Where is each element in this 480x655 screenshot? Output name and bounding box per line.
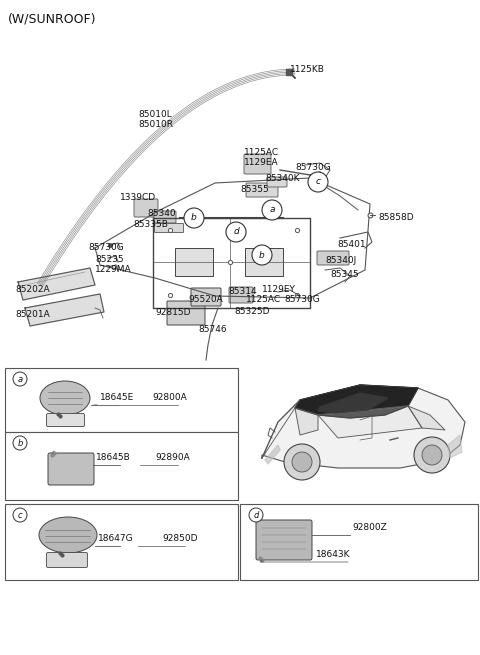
- Text: 85340K: 85340K: [265, 174, 300, 183]
- FancyBboxPatch shape: [47, 413, 84, 426]
- Circle shape: [13, 372, 27, 386]
- Polygon shape: [448, 435, 462, 458]
- Polygon shape: [25, 294, 104, 326]
- Text: 85314: 85314: [228, 287, 257, 296]
- Text: 85345: 85345: [330, 270, 359, 279]
- Text: 1129EA: 1129EA: [244, 158, 278, 167]
- Text: 92800Z: 92800Z: [352, 523, 387, 532]
- Text: 18645E: 18645E: [100, 393, 134, 402]
- FancyBboxPatch shape: [246, 183, 278, 197]
- FancyBboxPatch shape: [134, 199, 158, 217]
- Text: 85730G: 85730G: [295, 163, 331, 172]
- Text: 18645B: 18645B: [96, 453, 131, 462]
- Text: 85730G: 85730G: [284, 295, 320, 304]
- FancyBboxPatch shape: [155, 223, 183, 233]
- Text: 92890A: 92890A: [155, 453, 190, 462]
- FancyBboxPatch shape: [47, 553, 87, 567]
- FancyBboxPatch shape: [244, 154, 271, 174]
- Circle shape: [252, 245, 272, 265]
- Circle shape: [422, 445, 442, 465]
- Text: 85235: 85235: [95, 255, 124, 264]
- Text: a: a: [269, 206, 275, 214]
- Text: 85746: 85746: [198, 325, 227, 334]
- Text: 85858D: 85858D: [378, 213, 414, 222]
- FancyBboxPatch shape: [167, 301, 205, 325]
- Text: 92850D: 92850D: [162, 534, 197, 543]
- Text: 18647G: 18647G: [98, 534, 133, 543]
- Circle shape: [184, 208, 204, 228]
- Polygon shape: [18, 268, 95, 300]
- FancyBboxPatch shape: [154, 211, 176, 223]
- Text: 85201A: 85201A: [15, 310, 50, 319]
- Text: d: d: [253, 510, 259, 519]
- Polygon shape: [295, 385, 418, 418]
- Text: a: a: [17, 375, 23, 383]
- Polygon shape: [408, 406, 445, 430]
- Circle shape: [292, 452, 312, 472]
- Text: 85340: 85340: [147, 209, 176, 218]
- Text: 1229MA: 1229MA: [95, 265, 132, 274]
- Circle shape: [226, 222, 246, 242]
- Bar: [5, 368, 238, 432]
- Text: 18643K: 18643K: [316, 550, 350, 559]
- Text: c: c: [18, 510, 22, 519]
- Circle shape: [308, 172, 328, 192]
- Bar: [5, 432, 238, 500]
- Text: 92800A: 92800A: [152, 393, 187, 402]
- Text: 85340J: 85340J: [325, 256, 356, 265]
- Text: 85010L: 85010L: [138, 110, 172, 119]
- Text: (W/SUNROOF): (W/SUNROOF): [8, 12, 96, 25]
- Text: 92815D: 92815D: [155, 308, 191, 317]
- Text: 85730G: 85730G: [88, 243, 124, 252]
- Bar: [5, 504, 238, 580]
- Circle shape: [249, 508, 263, 522]
- Bar: [240, 504, 478, 580]
- Text: b: b: [191, 214, 197, 223]
- Bar: [245, 248, 283, 276]
- Ellipse shape: [40, 381, 90, 415]
- Bar: [175, 248, 213, 276]
- Ellipse shape: [39, 517, 97, 553]
- Text: 85335B: 85335B: [133, 220, 168, 229]
- Text: 1339CD: 1339CD: [120, 193, 156, 202]
- FancyBboxPatch shape: [256, 520, 312, 560]
- Text: 1129EY: 1129EY: [262, 285, 296, 294]
- Text: d: d: [233, 227, 239, 236]
- Circle shape: [13, 508, 27, 522]
- Text: b: b: [259, 250, 265, 259]
- Text: 95520A: 95520A: [188, 295, 223, 304]
- Text: 1125KB: 1125KB: [290, 65, 325, 74]
- Circle shape: [414, 437, 450, 473]
- Circle shape: [13, 436, 27, 450]
- FancyBboxPatch shape: [317, 251, 349, 265]
- Text: 85325D: 85325D: [234, 307, 269, 316]
- Text: 85355: 85355: [240, 185, 269, 194]
- Polygon shape: [262, 385, 465, 468]
- Polygon shape: [265, 445, 280, 464]
- Text: 85202A: 85202A: [15, 285, 49, 294]
- Text: b: b: [17, 438, 23, 447]
- Text: 85010R: 85010R: [138, 120, 173, 129]
- Circle shape: [262, 200, 282, 220]
- FancyBboxPatch shape: [191, 288, 221, 306]
- Polygon shape: [318, 406, 422, 438]
- Text: 1125AC: 1125AC: [244, 148, 279, 157]
- Circle shape: [284, 444, 320, 480]
- Text: 85401: 85401: [337, 240, 366, 249]
- Text: 1125AC: 1125AC: [246, 295, 281, 304]
- FancyBboxPatch shape: [267, 177, 287, 187]
- FancyBboxPatch shape: [48, 453, 94, 485]
- Text: c: c: [315, 178, 321, 187]
- FancyBboxPatch shape: [229, 287, 253, 303]
- Polygon shape: [295, 408, 318, 435]
- Polygon shape: [318, 393, 388, 413]
